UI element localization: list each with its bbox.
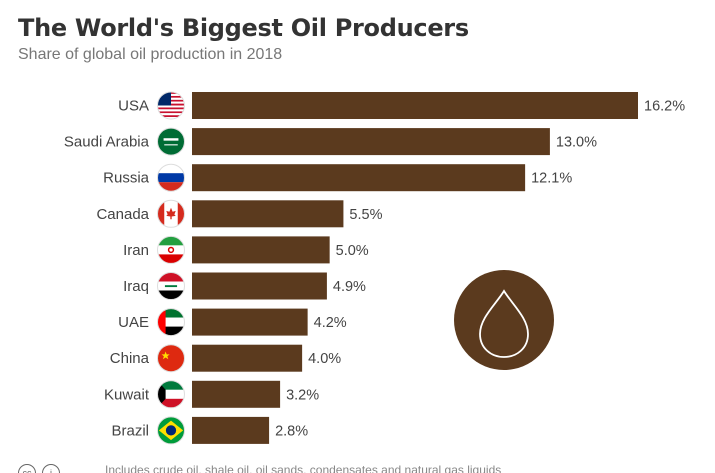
footnote: Includes crude oil, shale oil, oil sands… [105, 463, 502, 473]
value-label: 13.0% [556, 135, 597, 151]
canada-flag-icon [157, 199, 185, 228]
iran-flag-icon [157, 235, 185, 264]
category-label: Saudi Arabia [64, 134, 150, 151]
category-label: Russia [103, 170, 150, 187]
category-label: Iraq [123, 278, 149, 295]
bar [192, 344, 303, 372]
value-label: 4.0% [308, 351, 341, 367]
bar [192, 128, 550, 156]
value-label: 4.9% [333, 279, 366, 295]
category-label: UAE [118, 314, 149, 331]
bar [192, 308, 308, 336]
value-label: 3.2% [286, 387, 319, 403]
brazil-flag-icon [157, 416, 185, 445]
uae-flag-icon [157, 308, 185, 337]
chart-title: The World's Biggest Oil Producers [18, 14, 469, 42]
bar [192, 164, 526, 192]
value-label: 16.2% [644, 99, 685, 115]
usa-flag-icon [157, 91, 185, 120]
bar [192, 416, 270, 444]
oil-drop-icon [454, 270, 554, 370]
attribution-icon: i [42, 464, 60, 473]
bar [192, 380, 281, 408]
footer: cc i Includes crude oil, shale oil, oil … [0, 460, 715, 473]
value-label: 4.2% [314, 315, 347, 331]
value-label: 12.1% [531, 171, 572, 187]
chart-subtitle: Share of global oil production in 2018 [18, 46, 283, 63]
bar [192, 92, 638, 119]
value-label: 2.8% [275, 423, 308, 439]
category-label: Canada [96, 206, 149, 223]
category-label: Iran [123, 242, 149, 259]
china-flag-icon [157, 344, 185, 373]
bar [192, 200, 344, 228]
category-label: China [110, 350, 150, 367]
bar [192, 236, 330, 264]
saudi-arabia-flag-icon [157, 127, 185, 156]
bar [192, 272, 327, 300]
kuwait-flag-icon [157, 380, 185, 409]
category-label: USA [118, 98, 149, 115]
cc-icon: cc [18, 464, 36, 473]
iraq-flag-icon [157, 272, 185, 300]
value-label: 5.5% [349, 207, 382, 223]
russia-flag-icon [157, 163, 185, 192]
category-label: Kuwait [104, 386, 150, 403]
value-label: 5.0% [336, 243, 369, 259]
category-label: Brazil [111, 422, 149, 439]
